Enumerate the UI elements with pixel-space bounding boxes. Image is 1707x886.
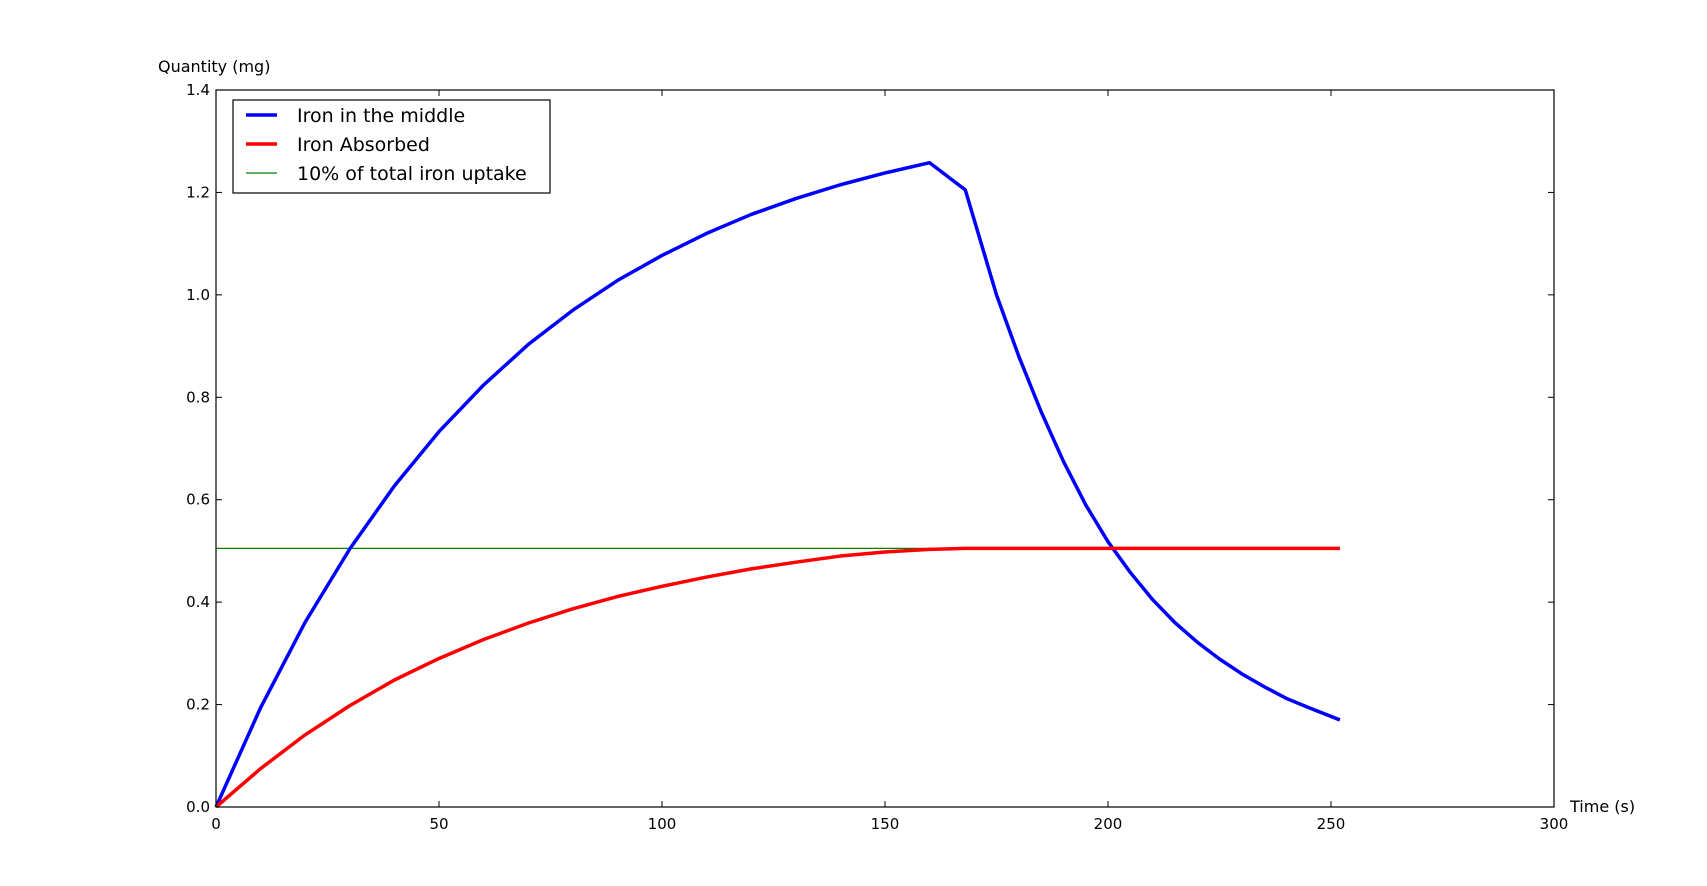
x-tick-label: 200: [1094, 815, 1123, 833]
legend-frame: [232, 99, 551, 194]
legend-label-3: 10% of total iron uptake: [297, 163, 527, 185]
plot-frame: [215, 89, 1555, 808]
legend-label-2: Iron Absorbed: [297, 134, 430, 156]
tick-layer: 0 50 100 150 200 250 300 0.0 0.2 0.4 0.6 0.8 1.0 1.2 1…: [186, 81, 1568, 833]
y-tick-label: 0.6: [186, 491, 210, 509]
x-tick-label: 300: [1540, 815, 1569, 833]
y-axis-label: Quantity (mg): [158, 57, 270, 76]
y-tick-label: 1.4: [186, 81, 210, 99]
legend-label-1: Iron in the middle: [297, 105, 465, 127]
y-tick-label: 1.2: [186, 183, 210, 201]
x-tick-label: 150: [871, 815, 900, 833]
y-tick-label: 0.8: [186, 388, 210, 406]
x-tick-label: 50: [429, 815, 448, 833]
x-axis-label: Time (s): [1569, 797, 1635, 816]
series-layer: [214, 160, 1341, 809]
y-tick-label: 1.0: [186, 286, 210, 304]
y-tick-label: 0.4: [186, 593, 210, 611]
y-tick-label: 0.0: [186, 798, 210, 816]
legend: Iron in the middle Iron Absorbed 10% of to…: [232, 99, 551, 194]
y-tick-label: 0.2: [186, 696, 210, 714]
plot-area: [216, 90, 1554, 807]
series-line-1: [214, 160, 1341, 808]
x-tick-label: 250: [1317, 815, 1346, 833]
series-line-2: [214, 546, 1340, 809]
x-tick-label: 0: [211, 815, 221, 833]
x-tick-label: 100: [648, 815, 677, 833]
